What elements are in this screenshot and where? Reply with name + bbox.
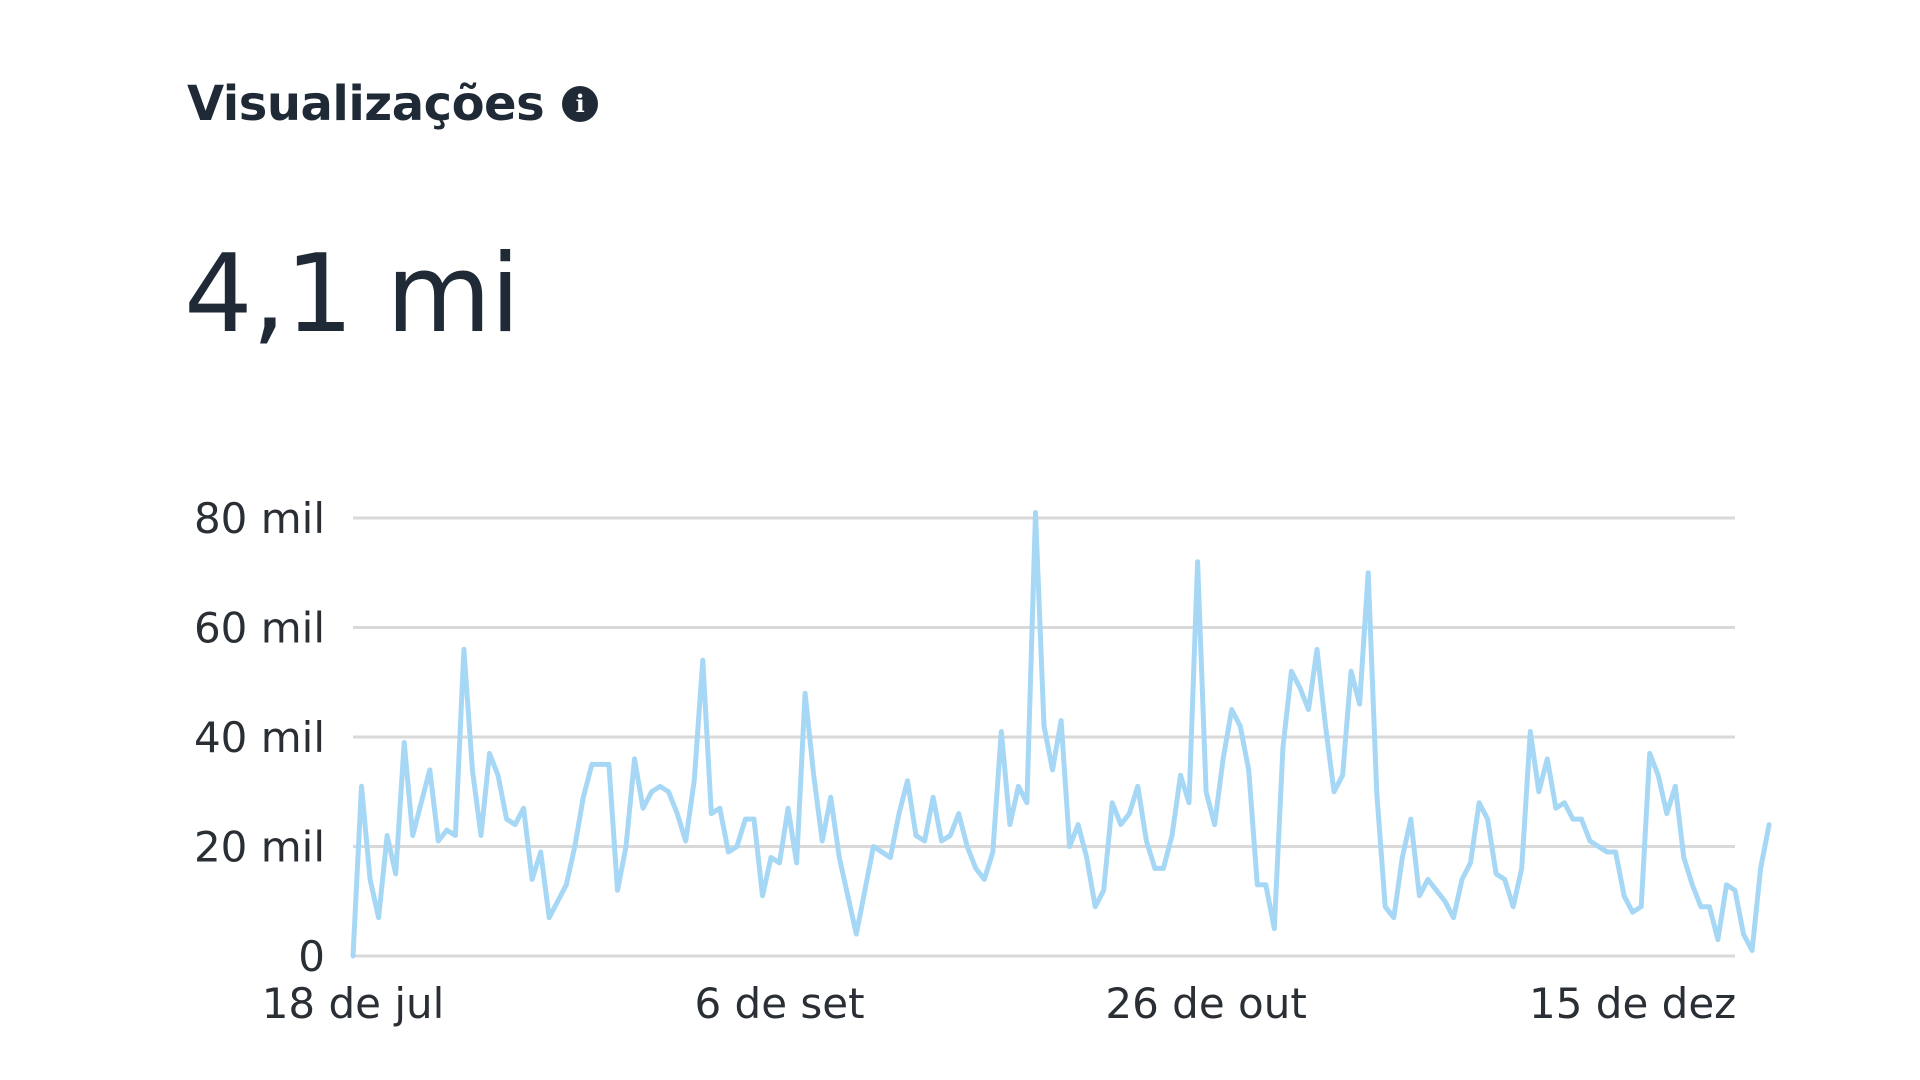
y-tick-label: 80 mil: [194, 494, 325, 543]
x-tick-label: 6 de set: [694, 979, 864, 1028]
x-tick-label: 26 de out: [1105, 979, 1306, 1028]
series-layer: [350, 510, 1772, 959]
x-axis-labels: 18 de jul 6 de set 26 de out 15 de dez: [262, 979, 1737, 1028]
x-tick-label: 18 de jul: [262, 979, 445, 1028]
y-tick-label: 40 mil: [194, 713, 325, 762]
series-line-0: [350, 510, 1772, 959]
total-views-value: 4,1 mi: [184, 232, 520, 357]
y-tick-label: 20 mil: [194, 823, 325, 872]
y-axis-labels: 0 20 mil 40 mil 60 mil 80 mil: [194, 494, 325, 981]
x-tick-label: 15 de dez: [1529, 979, 1736, 1028]
info-icon[interactable]: i: [562, 86, 599, 122]
y-tick-label: 0: [298, 932, 325, 981]
title-row: Visualizações i: [187, 74, 599, 134]
y-tick-label: 60 mil: [194, 604, 325, 653]
chart-title: Visualizações: [187, 76, 545, 132]
